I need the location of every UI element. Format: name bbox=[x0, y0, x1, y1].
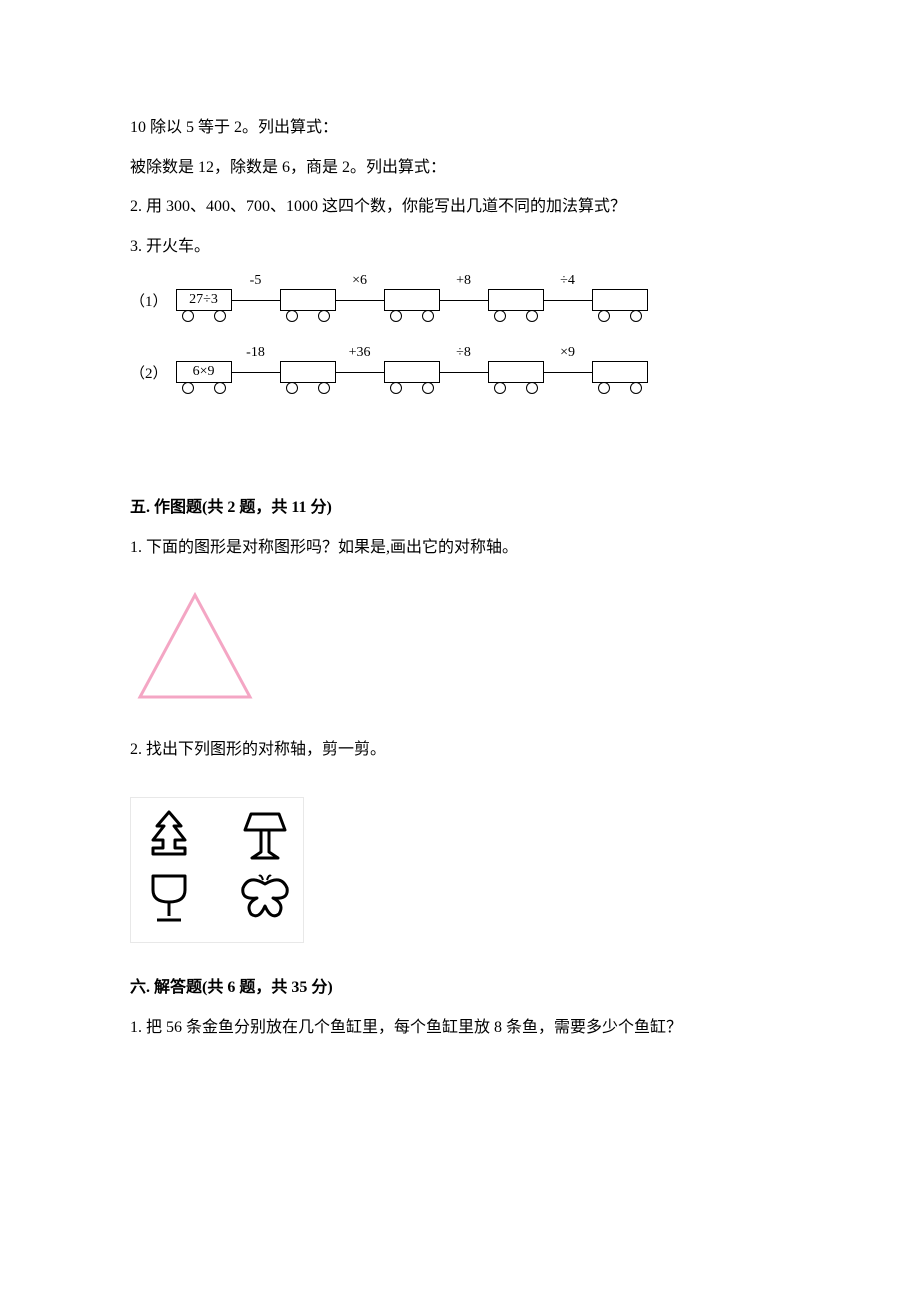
train2-coupling-2: ÷8 bbox=[440, 361, 488, 383]
train1-op-1: ×6 bbox=[336, 273, 384, 289]
train2-car-4 bbox=[592, 361, 648, 383]
train1-car-4 bbox=[592, 289, 648, 311]
section5-title: 五. 作图题(共 2 题，共 11 分) bbox=[130, 493, 790, 517]
train2-coupling-1: +36 bbox=[336, 361, 384, 383]
lamp-icon bbox=[237, 808, 293, 864]
q2-text: 2. 用 300、400、700、1000 这四个数，你能写出几道不同的加法算式… bbox=[130, 194, 790, 220]
train1-coupling-2: +8 bbox=[440, 289, 488, 311]
train2-coupling-0: -18 bbox=[232, 361, 280, 383]
q1-line2: 被除数是 12，除数是 6，商是 2。列出算式： bbox=[130, 155, 790, 181]
train-row-2: （2） 6×9 -18 +36 ÷8 bbox=[130, 361, 790, 383]
train1-car-1 bbox=[280, 289, 336, 311]
train1-op-0: -5 bbox=[232, 273, 280, 289]
train1-start-box: 27÷3 bbox=[176, 289, 232, 311]
train1-prefix: （1） bbox=[130, 290, 168, 311]
train2-car-1 bbox=[280, 361, 336, 383]
triangle-figure bbox=[130, 589, 790, 709]
train2-op-2: ÷8 bbox=[440, 345, 488, 361]
train2-car-3 bbox=[488, 361, 544, 383]
tree-icon bbox=[141, 808, 197, 864]
train1-car-3 bbox=[488, 289, 544, 311]
train2-car-start: 6×9 bbox=[176, 361, 232, 383]
train1-car-start: 27÷3 bbox=[176, 289, 232, 311]
q3-title: 3. 开火车。 bbox=[130, 234, 790, 260]
train1-op-3: ÷4 bbox=[544, 273, 592, 289]
butterfly-icon bbox=[237, 870, 293, 926]
section6-title: 六. 解答题(共 6 题，共 35 分) bbox=[130, 973, 790, 997]
train1-coupling-0: -5 bbox=[232, 289, 280, 311]
train2-op-0: -18 bbox=[232, 345, 280, 361]
goblet-icon bbox=[141, 870, 197, 926]
train1-op-2: +8 bbox=[440, 273, 488, 289]
train1-coupling-3: ÷4 bbox=[544, 289, 592, 311]
train-row-1: （1） 27÷3 -5 ×6 +8 bbox=[130, 289, 790, 311]
s6-q1: 1. 把 56 条金鱼分别放在几个鱼缸里，每个鱼缸里放 8 条鱼，需要多少个鱼缸… bbox=[130, 1015, 790, 1041]
q1-line1: 10 除以 5 等于 2。列出算式： bbox=[130, 115, 790, 141]
triangle-icon bbox=[130, 589, 260, 704]
train2-prefix: （2） bbox=[130, 362, 168, 383]
s5-q2: 2. 找出下列图形的对称轴，剪一剪。 bbox=[130, 737, 790, 763]
train1-car-2 bbox=[384, 289, 440, 311]
train2-start-box: 6×9 bbox=[176, 361, 232, 383]
symmetry-figures bbox=[130, 797, 304, 943]
train1-coupling-1: ×6 bbox=[336, 289, 384, 311]
triangle-shape bbox=[140, 595, 250, 697]
train2-op-3: ×9 bbox=[544, 345, 592, 361]
train2-car-2 bbox=[384, 361, 440, 383]
train2-op-1: +36 bbox=[336, 345, 384, 361]
train-section: （1） 27÷3 -5 ×6 +8 bbox=[130, 289, 790, 383]
s5-q1: 1. 下面的图形是对称图形吗？如果是,画出它的对称轴。 bbox=[130, 535, 790, 561]
page-root: 10 除以 5 等于 2。列出算式： 被除数是 12，除数是 6，商是 2。列出… bbox=[0, 0, 920, 1114]
train2-coupling-3: ×9 bbox=[544, 361, 592, 383]
